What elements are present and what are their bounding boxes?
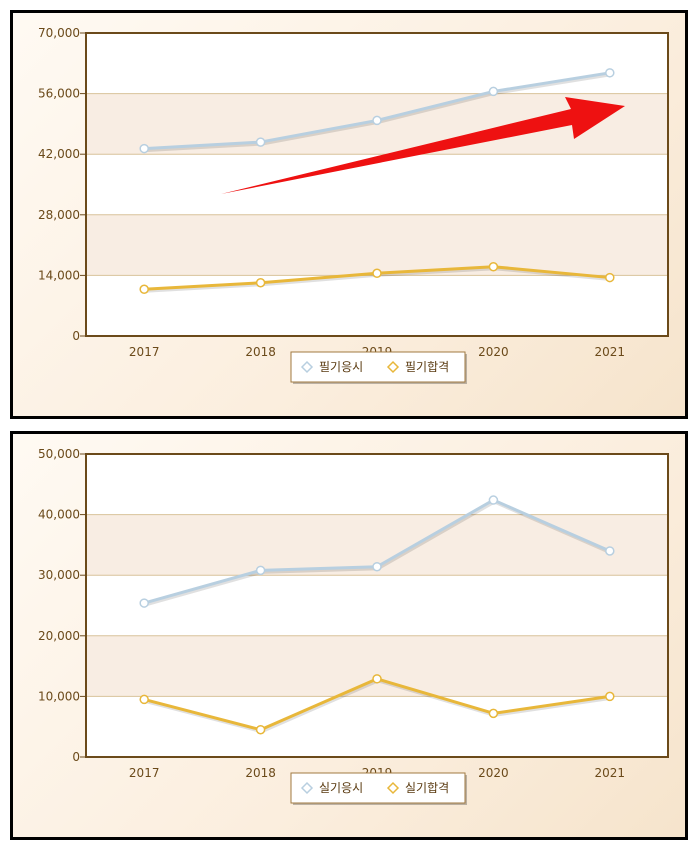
data-point	[488, 495, 499, 505]
data-point	[605, 546, 615, 556]
data-point	[488, 86, 499, 97]
data-point	[139, 598, 149, 608]
y-tick-label: 14,000	[38, 268, 80, 282]
data-point	[372, 115, 382, 126]
legend-label: 필기합격	[405, 360, 449, 374]
x-tick-label: 2017	[129, 345, 160, 359]
y-tick-label: 70,000	[38, 26, 80, 40]
x-tick-label: 2018	[245, 345, 276, 359]
x-tick-label: 2020	[478, 766, 509, 780]
plot-frame	[85, 32, 669, 337]
practical-exam-chart: 0 10,000 20,000 30,000 40,000 50,000 2017 2018 2…	[38, 447, 669, 805]
legend-marker-icon	[386, 360, 400, 374]
data-point	[372, 268, 382, 278]
y-tick-label: 0	[72, 750, 80, 764]
x-tick-label: 2018	[245, 766, 276, 780]
y-tick-label: 40,000	[38, 508, 80, 522]
data-point	[605, 68, 615, 78]
data-point	[372, 561, 382, 572]
data-point	[372, 674, 382, 684]
legend: 필기응시 필기합격	[290, 351, 467, 384]
y-tick-label: 30,000	[38, 568, 80, 582]
plot-frame	[85, 453, 669, 758]
data-point	[139, 143, 149, 154]
legend-marker-icon	[386, 781, 400, 795]
legend-marker-icon	[300, 781, 314, 795]
data-point	[255, 278, 266, 288]
y-tick-label: 20,000	[38, 629, 80, 643]
x-tick-label: 2020	[478, 345, 509, 359]
y-tick-label: 0	[72, 329, 80, 343]
x-tick-label: 2021	[595, 766, 626, 780]
chart-panel-written: 0 14,000 28,000 42,000 56,000 70,000 2017 2018 2…	[10, 10, 688, 419]
plot-area	[86, 454, 668, 757]
grid-band	[86, 635, 668, 697]
y-tick-label: 56,000	[38, 87, 80, 101]
data-point	[255, 724, 266, 735]
x-tick-label: 2021	[595, 345, 626, 359]
data-point	[139, 694, 149, 705]
x-tick-label: 2017	[129, 766, 160, 780]
data-point	[605, 691, 615, 702]
legend-box	[290, 351, 466, 383]
y-tick-label: 50,000	[38, 447, 80, 461]
y-tick-label: 28,000	[38, 208, 80, 222]
y-tick-label: 42,000	[38, 147, 80, 161]
legend: 실기응시 실기합격	[290, 772, 467, 805]
legend-box	[290, 772, 466, 804]
legend-label: 필기응시	[319, 360, 363, 374]
data-point	[255, 565, 266, 576]
data-point	[488, 261, 499, 272]
written-exam-chart: 0 14,000 28,000 42,000 56,000 70,000 2017 2018 2…	[38, 26, 669, 384]
y-tick-label: 10,000	[38, 689, 80, 703]
legend-label: 실기합격	[405, 781, 449, 795]
grid-band	[86, 214, 668, 276]
plot-area	[86, 33, 668, 336]
data-point	[605, 272, 615, 283]
data-point	[139, 284, 149, 295]
chart-panel-practical: 0 10,000 20,000 30,000 40,000 50,000 2017 2018 2…	[10, 431, 688, 840]
data-point	[488, 708, 499, 719]
legend-marker-icon	[300, 360, 314, 374]
trend-arrow	[221, 97, 625, 194]
legend-label: 실기응시	[319, 781, 363, 795]
data-point	[255, 137, 266, 147]
